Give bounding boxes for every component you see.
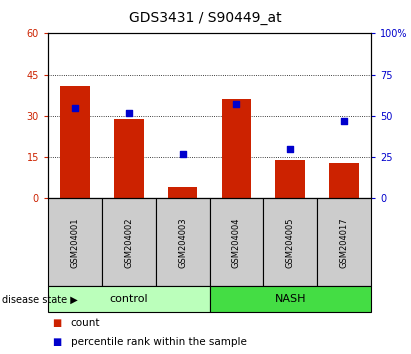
Bar: [168, 188, 197, 199]
Point: [287, 146, 293, 152]
Bar: [102, 199, 156, 286]
Text: GSM204017: GSM204017: [339, 217, 349, 268]
Text: disease state ▶: disease state ▶: [2, 295, 78, 304]
Point: [72, 105, 78, 110]
Point: [233, 102, 240, 107]
Point: [179, 151, 186, 157]
Point: [125, 110, 132, 115]
Bar: [263, 199, 317, 286]
Bar: [210, 199, 263, 286]
Text: ■: ■: [52, 318, 61, 328]
Bar: [275, 160, 305, 199]
Bar: [156, 199, 210, 286]
Bar: [317, 199, 371, 286]
Text: GSM204005: GSM204005: [286, 217, 295, 268]
Text: GSM204001: GSM204001: [70, 217, 79, 268]
Text: GSM204003: GSM204003: [178, 217, 187, 268]
Text: GSM204002: GSM204002: [124, 217, 133, 268]
Bar: [48, 199, 102, 286]
Text: count: count: [71, 318, 100, 328]
Text: percentile rank within the sample: percentile rank within the sample: [71, 337, 247, 347]
Bar: [114, 119, 143, 199]
Bar: [210, 286, 371, 313]
Bar: [222, 99, 251, 199]
Text: control: control: [109, 295, 148, 304]
Text: ■: ■: [52, 337, 61, 347]
Text: GSM204004: GSM204004: [232, 217, 241, 268]
Point: [341, 118, 347, 124]
Bar: [60, 86, 90, 199]
Bar: [48, 286, 210, 313]
Text: NASH: NASH: [275, 295, 306, 304]
Text: GDS3431 / S90449_at: GDS3431 / S90449_at: [129, 11, 282, 24]
Bar: [329, 163, 359, 199]
